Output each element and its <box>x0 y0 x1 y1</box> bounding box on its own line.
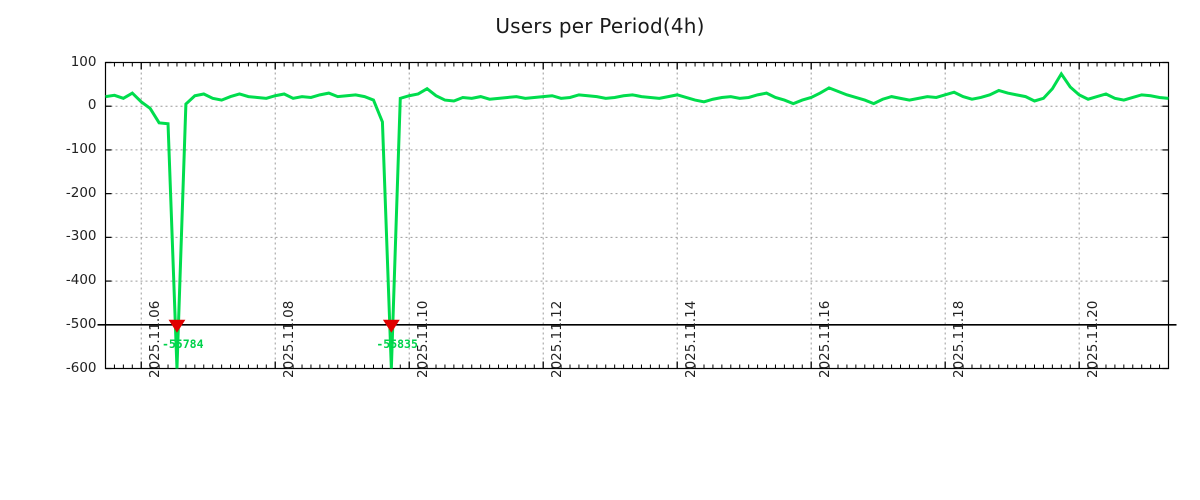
y-axis-tick-label: -600 <box>65 359 97 376</box>
page-title: Users per Period(4h) <box>495 14 705 38</box>
y-axis-tick-label: -400 <box>65 272 97 289</box>
y-axis-tick-label: 100 <box>70 53 97 70</box>
x-axis-tick-label: 2025.11.12 <box>549 300 566 378</box>
x-axis-tick-label: 2025.11.06 <box>147 300 164 378</box>
y-axis-tick-label: -300 <box>65 228 97 245</box>
outlier-value-label: -55835 <box>376 336 418 351</box>
y-axis-tick-label: 0 <box>87 97 97 114</box>
x-axis-tick-label: 2025.11.14 <box>683 300 700 378</box>
x-axis-tick-label: 2025.11.16 <box>817 300 834 378</box>
outlier-value-label: -55784 <box>161 336 204 351</box>
y-axis-tick-label: -500 <box>65 315 97 332</box>
x-axis-tick-label: 2025.11.18 <box>951 300 968 378</box>
series-line-users-per-period <box>105 71 1169 369</box>
grid-layer <box>105 62 1169 369</box>
y-axis-tick-label: -200 <box>65 184 97 201</box>
x-axis-tick-label: 2025.11.08 <box>281 300 298 378</box>
x-axis-tick-label: 2025.11.20 <box>1085 300 1102 378</box>
outlier-markers <box>168 319 400 333</box>
axis-layer <box>104 61 1170 370</box>
y-axis-tick-label: -100 <box>65 140 97 157</box>
